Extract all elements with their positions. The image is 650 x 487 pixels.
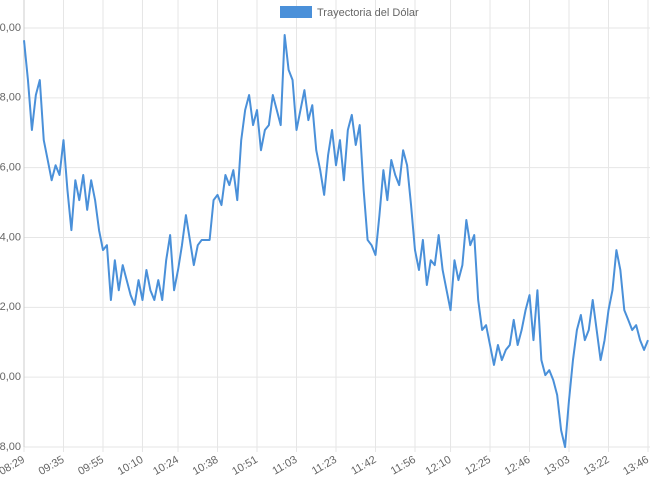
legend-label: Trayectoria del Dólar <box>317 7 419 19</box>
legend-swatch <box>280 6 312 18</box>
x-tick-label: 10:51 <box>230 454 260 478</box>
x-tick-label: 13:46 <box>621 454 650 478</box>
x-tick-label: 10:24 <box>151 454 181 478</box>
x-tick-label: 11:03 <box>270 454 299 478</box>
x-tick-label: 10:38 <box>191 454 221 478</box>
x-tick-label: 10:10 <box>116 454 146 478</box>
x-tick-label: 12:46 <box>503 454 533 478</box>
y-tick-label: 8,00 <box>0 441 21 453</box>
y-tick-label: 4,00 <box>0 231 21 243</box>
x-tick-label: 11:56 <box>389 454 418 478</box>
x-tick-label: 12:10 <box>424 454 454 478</box>
x-tick-label: 13:03 <box>542 454 572 478</box>
y-tick-label: 0,00 <box>0 22 21 34</box>
line-series <box>23 33 649 448</box>
x-tick-label: 09:55 <box>76 454 106 478</box>
y-tick-label: 6,00 <box>0 162 21 174</box>
x-tick-label: 09:35 <box>37 454 67 478</box>
y-tick-label: 0,00 <box>0 371 21 383</box>
x-tick-label: 11:23 <box>310 454 339 478</box>
x-tick-label: 08:29 <box>0 454 27 478</box>
x-tick-label: 11:42 <box>349 454 378 478</box>
y-tick-label: 2,00 <box>0 301 21 313</box>
x-tick-label: 13:22 <box>582 454 612 478</box>
x-tick-label: 12:25 <box>463 454 493 478</box>
y-tick-label: 8,00 <box>0 92 21 104</box>
